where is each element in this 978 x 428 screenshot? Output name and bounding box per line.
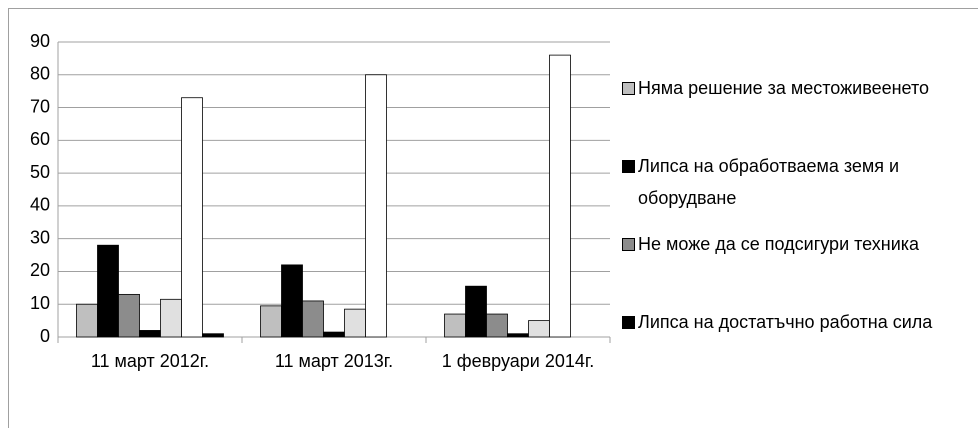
bar <box>444 313 466 338</box>
bar <box>76 303 98 338</box>
legend-label: Не може да се подсигури техника <box>638 234 920 254</box>
bar <box>486 313 508 338</box>
bar <box>465 285 487 338</box>
y-tick-label: 60 <box>30 129 50 149</box>
bar <box>139 330 161 338</box>
chart-border <box>8 8 978 428</box>
bar <box>323 331 345 338</box>
bar <box>181 97 203 338</box>
legend-entry: Няма решение за местоживеенето <box>622 72 968 104</box>
legend-label: Липса на достатъчно работна сила <box>638 312 933 332</box>
legend-entry: Липса на обработваема земя и оборудване <box>622 150 968 214</box>
legend-entry: Не може да се подсигури техника <box>622 228 968 260</box>
legend-swatch <box>622 238 635 251</box>
bar <box>549 54 571 338</box>
bar <box>160 298 182 338</box>
y-tick-label: 70 <box>30 96 50 116</box>
bar <box>365 74 387 338</box>
legend-swatch <box>622 82 635 95</box>
y-tick-label: 90 <box>30 31 50 51</box>
legend-label: Липса на обработваема земя и оборудване <box>638 156 900 208</box>
y-tick-label: 40 <box>30 195 50 215</box>
y-tick-label: 0 <box>40 326 50 346</box>
bar <box>528 320 550 338</box>
bar <box>202 333 224 338</box>
x-tick-label: 11 март 2013г. <box>274 351 394 371</box>
x-tick-label: 11 март 2012г. <box>90 351 210 371</box>
y-tick-label: 30 <box>30 227 50 247</box>
y-tick-label: 80 <box>30 64 50 84</box>
bar <box>118 293 140 338</box>
legend-entry: Липса на достатъчно работна сила <box>622 306 968 338</box>
bar <box>507 333 529 338</box>
y-tick-label: 50 <box>30 162 50 182</box>
legend-swatch <box>622 160 635 173</box>
bar <box>97 244 119 338</box>
legend-label: Няма решение за местоживеенето <box>638 78 929 98</box>
x-tick-label: 1 февруари 2014г. <box>441 351 595 371</box>
bar <box>344 308 366 338</box>
bar <box>281 264 303 338</box>
y-tick-label: 10 <box>30 293 50 313</box>
bar <box>260 305 282 338</box>
y-tick-label: 20 <box>30 260 50 280</box>
bar <box>302 300 324 338</box>
legend-swatch <box>622 316 635 329</box>
